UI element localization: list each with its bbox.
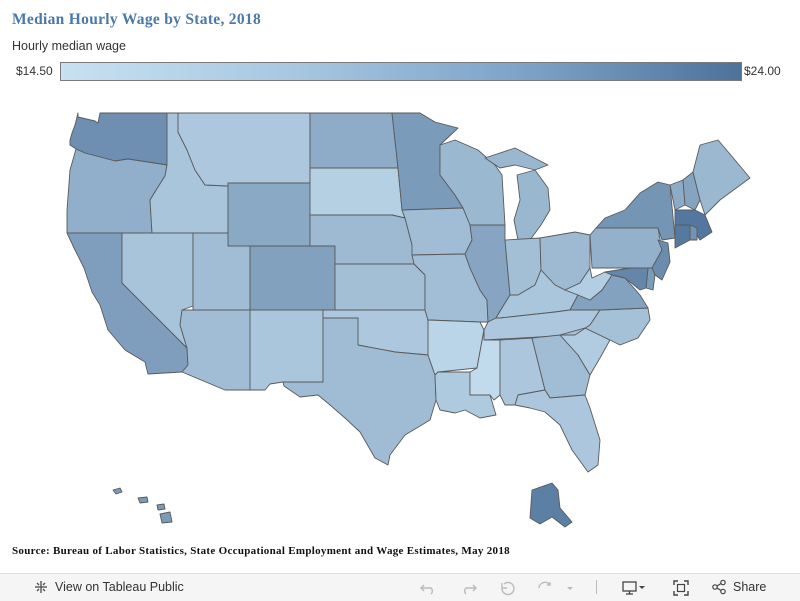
- state-tx[interactable]: [282, 317, 437, 466]
- share-button[interactable]: Share: [711, 579, 766, 595]
- legend-min-label: $14.50: [16, 64, 53, 78]
- state-nj[interactable]: [651, 239, 671, 281]
- undo-icon[interactable]: [420, 580, 436, 596]
- state-hi[interactable]: [112, 487, 173, 524]
- state-ri[interactable]: [689, 224, 698, 241]
- state-mi[interactable]: [484, 147, 551, 241]
- view-on-tableau-label: View on Tableau Public: [55, 580, 184, 594]
- state-md[interactable]: [604, 267, 649, 291]
- state-ak[interactable]: [529, 482, 573, 528]
- tableau-toolbar: View on Tableau Public Share: [0, 573, 800, 601]
- state-la[interactable]: [434, 371, 497, 419]
- refresh-icon[interactable]: [537, 580, 553, 596]
- state-ar[interactable]: [427, 319, 485, 376]
- state-fl[interactable]: [514, 389, 601, 473]
- toolbar-separator: [596, 580, 597, 594]
- revert-icon[interactable]: [499, 580, 515, 596]
- tableau-logo-icon: [33, 579, 49, 595]
- chart-title: Median Hourly Wage by State, 2018: [12, 11, 262, 28]
- state-ct[interactable]: [674, 224, 691, 249]
- color-legend-bar: [60, 62, 742, 81]
- legend-title: Hourly median wage: [12, 39, 126, 53]
- us-choropleth-map: [66, 112, 751, 528]
- state-co[interactable]: [249, 245, 336, 311]
- state-az[interactable]: [179, 309, 251, 391]
- share-label: Share: [733, 580, 767, 594]
- view-on-tableau-link[interactable]: View on Tableau Public: [33, 579, 184, 595]
- state-nc[interactable]: [559, 307, 651, 346]
- state-nm[interactable]: [249, 309, 324, 391]
- state-nd[interactable]: [309, 112, 399, 169]
- redo-icon[interactable]: [461, 580, 477, 596]
- state-ks[interactable]: [334, 263, 426, 311]
- download-icon[interactable]: [622, 580, 645, 596]
- source-note: Source: Bureau of Labor Statistics, Stat…: [12, 545, 510, 557]
- refresh-dropdown-icon[interactable]: [565, 580, 581, 596]
- state-wy[interactable]: [227, 182, 311, 247]
- legend-max-label: $24.00: [744, 64, 781, 78]
- state-ny[interactable]: [595, 181, 676, 241]
- state-sd[interactable]: [309, 167, 406, 219]
- share-icon: [711, 579, 727, 595]
- state-pa[interactable]: [589, 227, 663, 269]
- state-nh[interactable]: [682, 171, 701, 211]
- state-ia[interactable]: [401, 207, 473, 256]
- state-me[interactable]: [692, 139, 751, 216]
- fullscreen-icon[interactable]: [673, 580, 689, 596]
